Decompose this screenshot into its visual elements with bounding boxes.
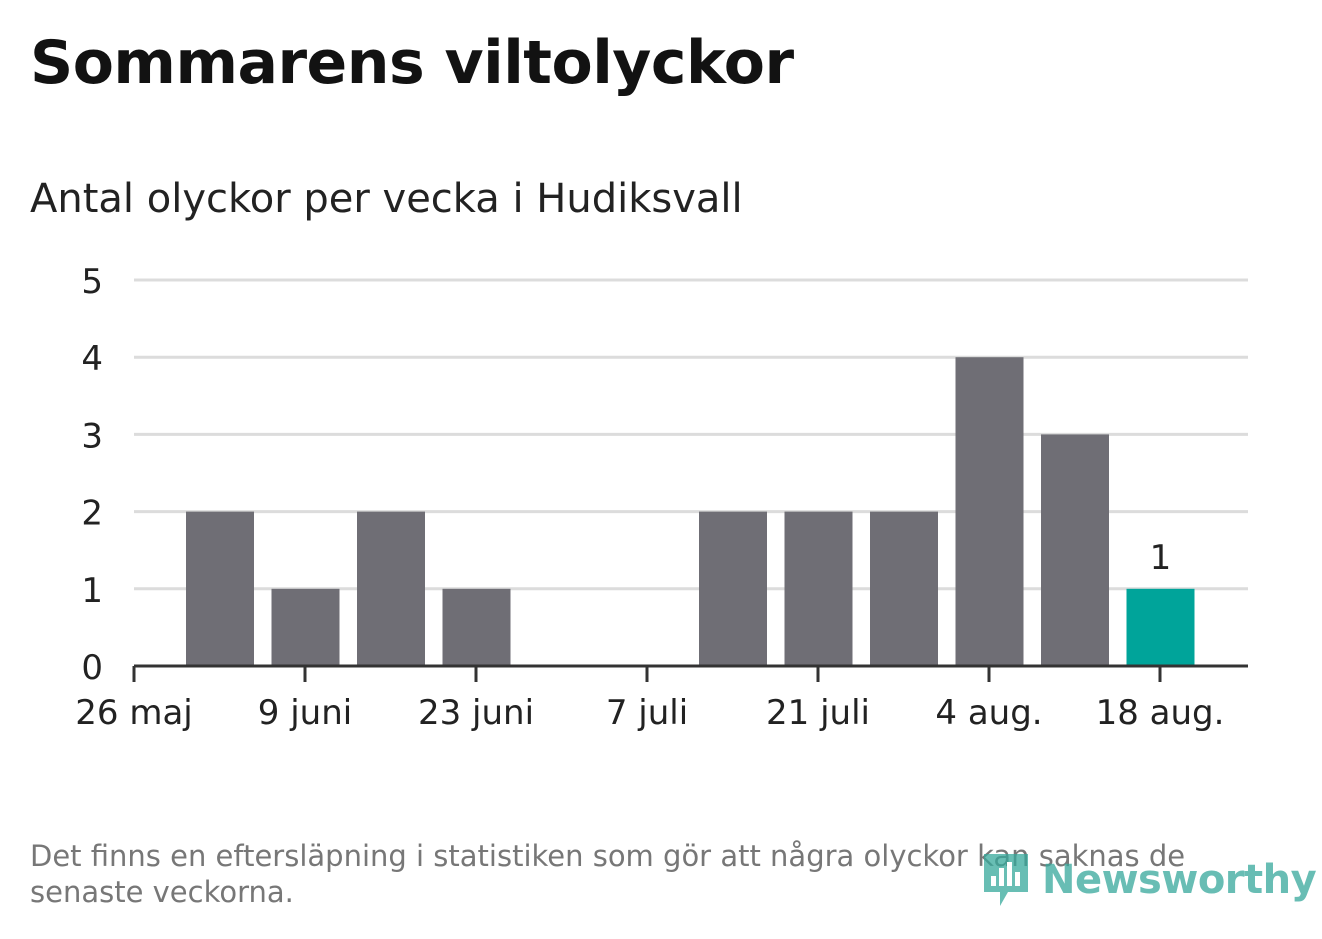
chart-title: Sommarens viltolyckor: [30, 28, 794, 98]
y-tick-label: 5: [81, 262, 103, 302]
bar-chart: 0 1 2 3 4 5 26 maj 9 juni 23 juni 7 juli 21 juli 4…: [75, 262, 1248, 733]
y-tick-label: 2: [81, 494, 103, 534]
chart-speech-bubble-icon: [984, 854, 1028, 906]
x-tick-label: 18 aug.: [1096, 693, 1225, 733]
x-tick-label: 7 juli: [606, 693, 688, 733]
bar: [357, 511, 425, 666]
bar-highlighted: [1126, 588, 1195, 666]
bars: [186, 357, 1195, 666]
chart-subtitle: Antal olyckor per vecka i Hudiksvall: [30, 176, 743, 222]
bar: [870, 511, 938, 666]
bar: [271, 588, 340, 666]
y-axis-tick-labels: 0 1 2 3 4 5: [81, 262, 103, 688]
x-axis-tick-labels: 26 maj 9 juni 23 juni 7 juli 21 juli 4 aug. 18…: [75, 693, 1224, 733]
bar: [699, 511, 767, 666]
x-tick-label: 26 maj: [75, 693, 192, 733]
data-labels: 1: [1150, 538, 1172, 578]
bar: [1041, 434, 1109, 666]
y-tick-label: 0: [81, 648, 103, 688]
bar: [186, 511, 254, 666]
x-tick-label: 4 aug.: [935, 693, 1042, 733]
x-axis: [132, 664, 1248, 682]
newsworthy-logo: Newsworthy: [980, 848, 1317, 912]
bar: [784, 511, 853, 666]
bar: [955, 357, 1024, 666]
bar: [442, 588, 511, 666]
logo-text: Newsworthy: [1042, 857, 1317, 903]
x-tick-label: 21 juli: [766, 693, 870, 733]
y-tick-label: 1: [81, 571, 103, 611]
y-tick-label: 4: [81, 339, 103, 379]
x-tick-label: 23 juni: [418, 693, 534, 733]
data-label: 1: [1150, 538, 1172, 578]
x-tick-label: 9 juni: [258, 693, 352, 733]
y-tick-label: 3: [81, 416, 103, 456]
